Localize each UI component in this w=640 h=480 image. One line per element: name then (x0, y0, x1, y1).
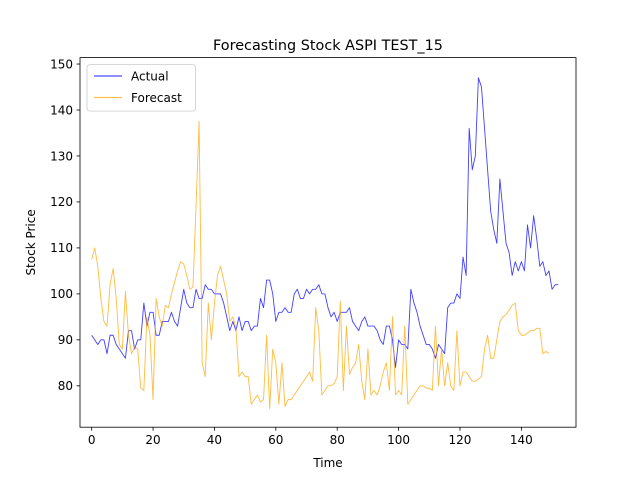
x-axis: 0 20 40 60 80 100 120 140 (88, 427, 533, 447)
y-tick-label: 80 (58, 379, 73, 393)
chart-title: Forecasting Stock ASPI TEST_15 (213, 38, 443, 54)
x-tick-label: 20 (145, 433, 160, 447)
y-tick-label: 110 (50, 241, 73, 255)
x-axis-label: Time (312, 456, 342, 470)
x-tick-label: 0 (88, 433, 96, 447)
series-line-actual (91, 77, 559, 368)
x-tick-label: 40 (207, 433, 222, 447)
x-tick-label: 80 (330, 433, 345, 447)
x-tick-label: 60 (268, 433, 283, 447)
legend: Actual Forecast (86, 64, 196, 112)
legend-label-forecast: Forecast (131, 91, 182, 105)
series-layer (91, 77, 559, 410)
y-tick-label: 90 (58, 333, 73, 347)
x-tick-label: 100 (387, 433, 410, 447)
y-tick-label: 150 (50, 57, 73, 71)
axes-frame (79, 57, 577, 428)
y-axis: 80 90 100 110 120 130 140 150 (50, 57, 80, 393)
legend-label-actual: Actual (131, 70, 169, 84)
y-tick-label: 100 (50, 287, 73, 301)
y-tick-label: 120 (50, 195, 73, 209)
plot-area (79, 57, 577, 428)
x-tick-label: 120 (449, 433, 472, 447)
y-tick-label: 140 (50, 103, 73, 117)
x-tick-label: 140 (510, 433, 533, 447)
series-line-forecast (91, 121, 550, 410)
y-axis-label: Stock Price (24, 209, 38, 275)
y-tick-label: 130 (50, 149, 73, 163)
